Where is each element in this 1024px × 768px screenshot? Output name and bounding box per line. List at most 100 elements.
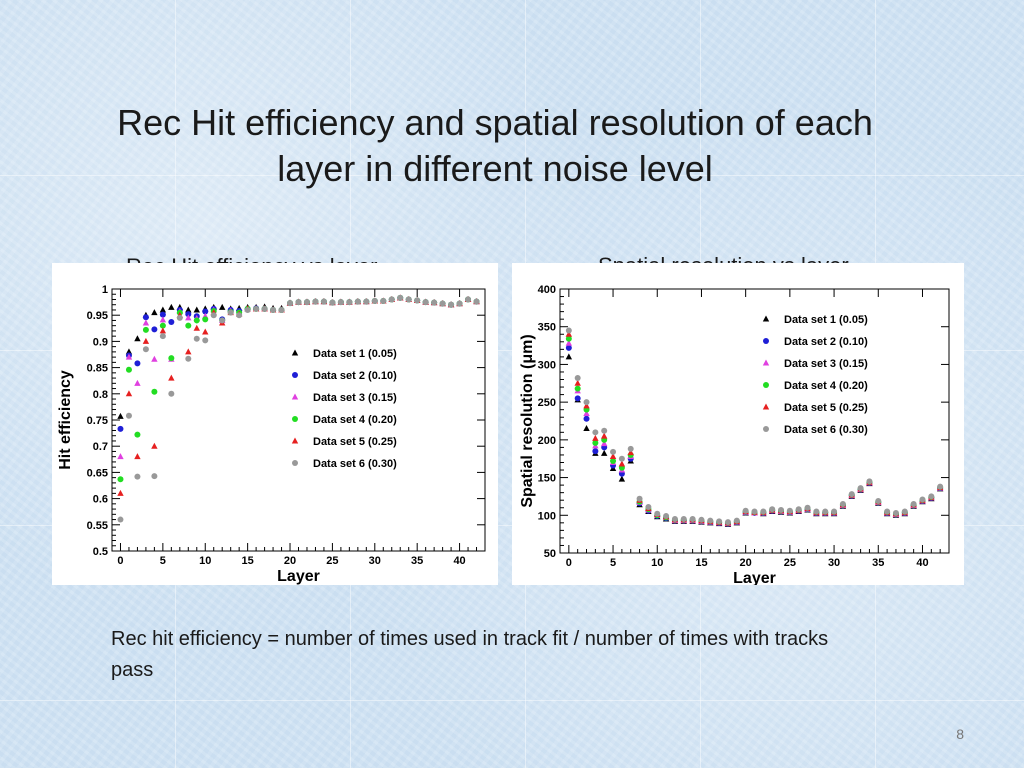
data-point [202,328,209,335]
data-point [414,297,421,304]
data-point [618,460,626,467]
data-point [839,500,846,507]
data-point [117,476,124,483]
data-point [601,440,608,447]
legend-entry: Data set 2 (0.10) [313,370,397,382]
data-point [919,496,926,503]
y-tick-label: 0.55 [87,520,108,532]
data-point [671,516,678,523]
data-point [117,489,124,496]
legend-marker [763,426,769,432]
y-tick-label: 1 [102,284,108,296]
data-point [645,503,652,510]
data-point [574,395,581,402]
data-point [219,317,226,324]
data-point [601,449,608,456]
data-point [928,493,935,500]
data-point [151,388,158,395]
data-point [185,348,192,355]
resolution-chart: 50 100 150 200 250 300 350 400 0 5 10 15 20 25 30 35 40 L… [519,284,950,585]
data-point [253,305,260,312]
data-point [610,457,617,464]
data-point [287,300,294,307]
legend-entry: Data set 1 (0.05) [313,348,397,360]
x-tick-label: 15 [695,557,707,569]
x-tick-label: 0 [117,555,123,567]
series-6 [565,327,944,526]
data-point [134,473,141,480]
data-point [159,316,167,323]
data-point [185,355,192,362]
data-point [371,298,378,305]
y-tick-label: 0.85 [87,363,108,375]
data-point [654,510,661,517]
y-tick-label: 0.6 [93,494,108,506]
data-point [422,299,429,306]
data-point [142,319,150,326]
data-point [724,519,731,526]
data-point [168,374,175,381]
data-point [159,333,166,340]
y-tick-label: 0.5 [93,546,108,558]
data-point [456,300,463,307]
legend-marker [291,393,299,400]
legend-entry: Data set 3 (0.15) [313,392,397,404]
data-point [227,309,234,316]
data-point [295,299,302,306]
x-tick-label: 35 [872,557,884,569]
data-point [159,327,167,334]
data-point [618,455,625,462]
y-tick-label: 0.8 [93,389,108,401]
legend-entry: Data set 4 (0.20) [313,414,397,426]
x-tick-label: 10 [199,555,211,567]
data-point [565,335,572,342]
data-point [134,453,141,460]
data-point [354,298,361,305]
data-point [795,506,802,513]
data-point [193,324,200,331]
data-point [583,402,590,409]
data-point [565,344,572,351]
data-point [193,306,200,313]
legend-entry: Data set 2 (0.10) [784,336,868,348]
data-point [405,296,412,303]
y-tick-label: 0.75 [87,415,108,427]
y-axis-label: Hit efficiency [57,370,74,470]
data-point [193,317,200,324]
data-point [465,296,472,303]
y-tick-label: 0.65 [87,467,108,479]
data-point [663,513,670,520]
data-point [610,448,617,455]
legend-marker [762,359,770,366]
data-point [202,337,209,344]
series-3 [565,339,944,527]
legend-marker [291,349,299,356]
data-point [185,314,192,321]
data-point [742,507,749,514]
data-point [125,366,132,373]
legend-marker [292,416,298,422]
data-point [125,348,133,355]
x-tick-label: 40 [916,557,928,569]
data-point [857,485,864,492]
data-point [270,306,277,313]
data-point [592,448,599,455]
y-tick-label: 200 [538,435,556,447]
data-point [439,300,446,307]
x-tick-label: 40 [453,555,465,567]
data-point [831,508,838,515]
series-1 [565,353,944,527]
data-point [786,507,793,514]
legend-marker [291,437,299,444]
data-point [875,497,882,504]
data-point [583,415,590,422]
data-point [680,516,687,523]
x-tick-label: 15 [242,555,254,567]
data-point [202,316,209,323]
data-point [892,510,899,517]
data-point [448,301,455,308]
data-point [716,518,723,525]
y-tick-label: 0.9 [93,336,108,348]
series-2 [565,344,944,527]
